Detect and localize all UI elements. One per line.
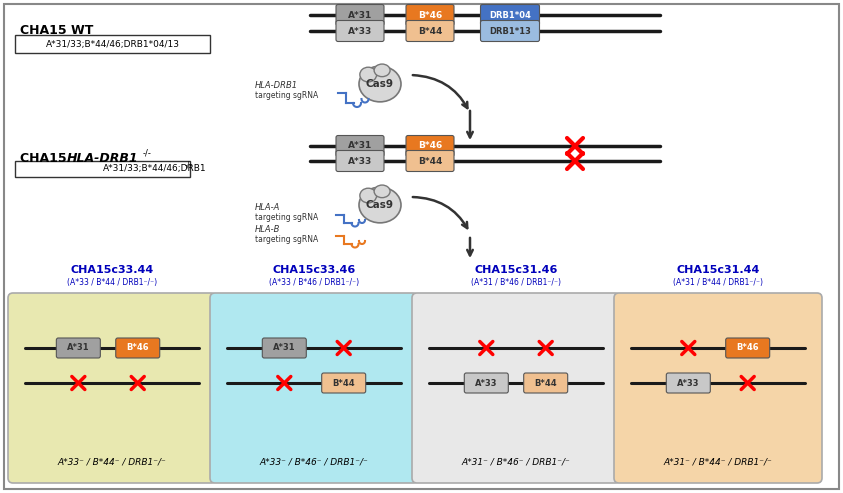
FancyBboxPatch shape: [262, 338, 306, 358]
FancyBboxPatch shape: [4, 4, 839, 489]
Text: CHA15c31.46: CHA15c31.46: [475, 265, 558, 275]
Text: (A*33 / B*46 / DRB1⁻/⁻): (A*33 / B*46 / DRB1⁻/⁻): [269, 279, 359, 287]
FancyBboxPatch shape: [406, 136, 454, 156]
FancyBboxPatch shape: [524, 373, 567, 393]
Text: A*33: A*33: [348, 156, 372, 166]
Text: Cas9: Cas9: [366, 79, 394, 89]
Text: B*44: B*44: [332, 379, 355, 387]
Text: targeting sgRNA: targeting sgRNA: [255, 212, 319, 221]
Text: CHA15: CHA15: [20, 151, 71, 165]
FancyBboxPatch shape: [614, 293, 822, 483]
Text: HLA-DRB1: HLA-DRB1: [67, 151, 138, 165]
Ellipse shape: [360, 67, 377, 82]
FancyBboxPatch shape: [481, 21, 540, 41]
FancyBboxPatch shape: [406, 150, 454, 172]
Text: HLA-A: HLA-A: [255, 203, 281, 211]
Text: targeting sgRNA: targeting sgRNA: [255, 235, 319, 244]
Text: B*46: B*46: [418, 141, 442, 150]
Text: B*46: B*46: [126, 344, 149, 352]
Text: B*46: B*46: [737, 344, 759, 352]
Text: A*33: A*33: [475, 379, 497, 387]
Text: A*33: A*33: [348, 27, 372, 35]
Ellipse shape: [360, 188, 377, 203]
Text: DRB1*13: DRB1*13: [489, 27, 531, 35]
Text: A*33: A*33: [677, 379, 700, 387]
FancyBboxPatch shape: [15, 35, 210, 53]
Text: (A*31 / B*44 / DRB1⁻/⁻): (A*31 / B*44 / DRB1⁻/⁻): [673, 279, 763, 287]
Text: A*31: A*31: [67, 344, 89, 352]
FancyBboxPatch shape: [406, 21, 454, 41]
FancyBboxPatch shape: [406, 4, 454, 26]
FancyBboxPatch shape: [481, 4, 540, 26]
Text: B*44: B*44: [418, 156, 443, 166]
FancyBboxPatch shape: [666, 373, 711, 393]
FancyBboxPatch shape: [336, 21, 384, 41]
Text: targeting sgRNA: targeting sgRNA: [255, 91, 319, 100]
Text: CHA15c31.44: CHA15c31.44: [676, 265, 760, 275]
FancyBboxPatch shape: [336, 150, 384, 172]
FancyBboxPatch shape: [322, 373, 366, 393]
Text: A*33⁻ / B*44⁻ / DRB1⁻/⁻: A*33⁻ / B*44⁻ / DRB1⁻/⁻: [57, 458, 166, 466]
Ellipse shape: [374, 64, 390, 76]
FancyBboxPatch shape: [412, 293, 620, 483]
Text: A*31/33;B*44/46;DRB1: A*31/33;B*44/46;DRB1: [103, 165, 207, 174]
Text: A*31: A*31: [348, 10, 372, 20]
Text: DRB1*04: DRB1*04: [489, 10, 531, 20]
Text: CHA15c33.46: CHA15c33.46: [272, 265, 356, 275]
FancyBboxPatch shape: [8, 293, 216, 483]
Ellipse shape: [374, 185, 390, 198]
Text: B*44: B*44: [534, 379, 557, 387]
Text: -/-: -/-: [143, 148, 152, 157]
Text: (A*33 / B*44 / DRB1⁻/⁻): (A*33 / B*44 / DRB1⁻/⁻): [67, 279, 157, 287]
Text: HLA-B: HLA-B: [255, 224, 281, 234]
Text: A*31⁻ / B*46⁻ / DRB1⁻/⁻: A*31⁻ / B*46⁻ / DRB1⁻/⁻: [462, 458, 571, 466]
Text: Cas9: Cas9: [366, 200, 394, 210]
FancyBboxPatch shape: [464, 373, 508, 393]
FancyBboxPatch shape: [210, 293, 418, 483]
FancyBboxPatch shape: [115, 338, 159, 358]
Text: CHA15 WT: CHA15 WT: [20, 25, 94, 37]
Text: B*44: B*44: [418, 27, 443, 35]
Text: CHA15c33.44: CHA15c33.44: [70, 265, 153, 275]
Ellipse shape: [359, 187, 401, 223]
Ellipse shape: [359, 66, 401, 102]
Text: (A*31 / B*46 / DRB1⁻/⁻): (A*31 / B*46 / DRB1⁻/⁻): [471, 279, 561, 287]
FancyBboxPatch shape: [15, 161, 190, 177]
Text: A*33⁻ / B*46⁻ / DRB1⁻/⁻: A*33⁻ / B*46⁻ / DRB1⁻/⁻: [260, 458, 368, 466]
Text: -/-: -/-: [185, 161, 193, 170]
FancyBboxPatch shape: [336, 136, 384, 156]
Text: B*46: B*46: [418, 10, 442, 20]
FancyBboxPatch shape: [56, 338, 100, 358]
Text: HLA-DRB1: HLA-DRB1: [255, 80, 298, 90]
Text: A*31⁻ / B*44⁻ / DRB1⁻/⁻: A*31⁻ / B*44⁻ / DRB1⁻/⁻: [663, 458, 772, 466]
Text: A*31: A*31: [348, 141, 372, 150]
FancyBboxPatch shape: [336, 4, 384, 26]
Text: A*31/33;B*44/46;DRB1*04/13: A*31/33;B*44/46;DRB1*04/13: [46, 39, 180, 48]
Text: A*31: A*31: [273, 344, 296, 352]
FancyBboxPatch shape: [726, 338, 770, 358]
